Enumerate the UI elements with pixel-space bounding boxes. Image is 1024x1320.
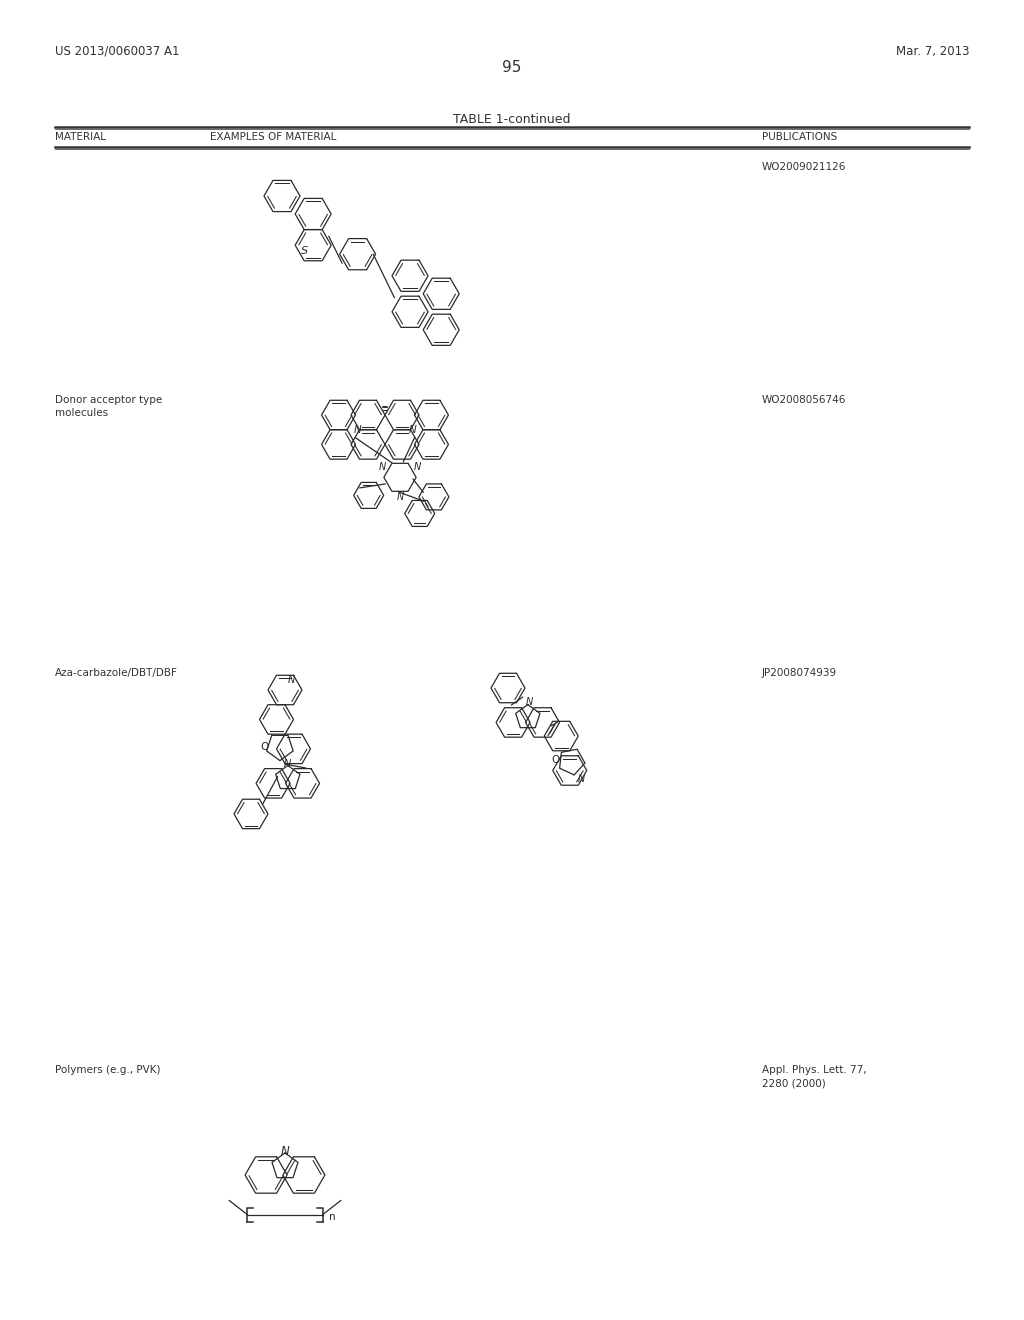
Text: WO2009021126: WO2009021126	[762, 162, 847, 172]
Text: N: N	[526, 697, 534, 708]
Text: O: O	[551, 755, 559, 764]
Text: N: N	[379, 462, 386, 473]
Text: WO2008056746: WO2008056746	[762, 395, 847, 405]
Text: O: O	[260, 742, 268, 751]
Text: 95: 95	[503, 59, 521, 75]
Text: Donor acceptor type
molecules: Donor acceptor type molecules	[55, 395, 162, 418]
Text: Appl. Phys. Lett. 77,
2280 (2000): Appl. Phys. Lett. 77, 2280 (2000)	[762, 1065, 866, 1088]
Text: N: N	[281, 1146, 290, 1159]
Text: PUBLICATIONS: PUBLICATIONS	[762, 132, 838, 143]
Text: JP2008074939: JP2008074939	[762, 668, 838, 678]
Text: MATERIAL: MATERIAL	[55, 132, 106, 143]
Text: S: S	[301, 246, 308, 256]
Text: Aza-carbazole/DBT/DBF: Aza-carbazole/DBT/DBF	[55, 668, 178, 678]
Text: US 2013/0060037 A1: US 2013/0060037 A1	[55, 45, 179, 58]
Text: EXAMPLES OF MATERIAL: EXAMPLES OF MATERIAL	[210, 132, 336, 143]
Text: N: N	[409, 425, 417, 434]
Text: N: N	[353, 425, 361, 434]
Text: N: N	[396, 492, 403, 503]
Text: n: n	[329, 1213, 336, 1222]
Text: N: N	[414, 462, 421, 473]
Text: N: N	[578, 774, 586, 784]
Text: TABLE 1-continued: TABLE 1-continued	[454, 114, 570, 125]
Text: N: N	[285, 759, 292, 768]
Text: N: N	[288, 675, 296, 685]
Text: Mar. 7, 2013: Mar. 7, 2013	[896, 45, 969, 58]
Text: Polymers (e.g., PVK): Polymers (e.g., PVK)	[55, 1065, 161, 1074]
